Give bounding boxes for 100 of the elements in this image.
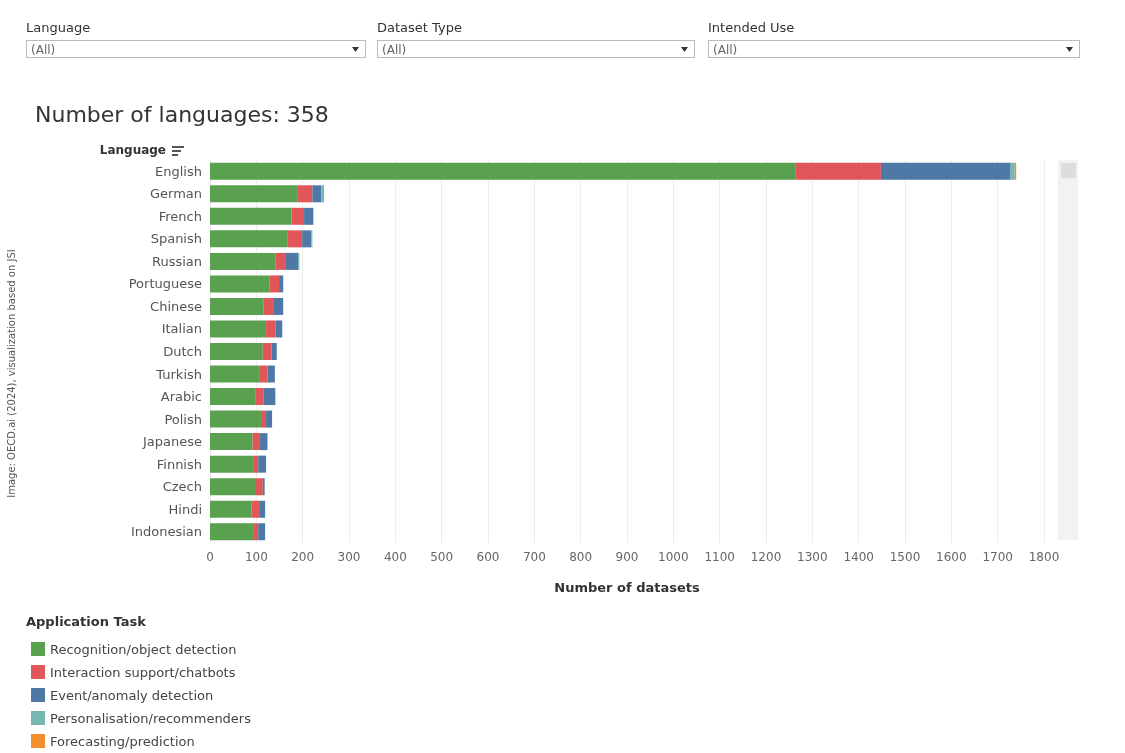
- bar: [210, 162, 796, 180]
- x-tick-label: 1600: [936, 550, 967, 564]
- legend-title: Application Task: [26, 614, 147, 629]
- bar: [266, 320, 276, 338]
- bar: [271, 343, 277, 360]
- bar: [312, 185, 322, 203]
- bar: [267, 365, 275, 383]
- bar: [254, 478, 263, 496]
- bar: [251, 500, 260, 518]
- bar: [210, 478, 255, 496]
- x-tick-label: 200: [291, 550, 315, 564]
- bar: [275, 320, 283, 338]
- x-tick-label: 1000: [658, 550, 689, 564]
- text: Image: OECD.ai (2024), visualization based on JSI: [5, 248, 17, 500]
- bar: [210, 297, 264, 315]
- bar: [880, 162, 1011, 180]
- text: Dataset Type: [377, 20, 462, 35]
- bar: [210, 500, 252, 518]
- y-tick-label: Finnish: [156, 456, 202, 472]
- bar: [279, 275, 284, 293]
- bar: [258, 455, 267, 473]
- y-tick-label: French: [158, 208, 202, 224]
- x-tick-label: 1500: [889, 550, 921, 564]
- bar: [210, 275, 270, 293]
- y-tick-label: Hindi: [168, 501, 202, 517]
- bar: [260, 410, 267, 428]
- y-tick-label: Portuguese: [128, 276, 202, 292]
- bar: [291, 207, 305, 225]
- bar: [210, 230, 288, 248]
- y-tick-label: Chinese: [150, 298, 202, 314]
- y-tick-label: Spanish: [150, 231, 202, 247]
- bar: [210, 388, 256, 406]
- bar: [266, 410, 273, 428]
- bar: [210, 320, 267, 338]
- legend-label: Personalisation/recommenders: [50, 710, 252, 726]
- bar: [210, 343, 263, 360]
- x-tick-label: 900: [615, 550, 639, 564]
- legend-label: Recognition/object detection: [50, 641, 237, 657]
- bar: [210, 185, 298, 203]
- bar: [259, 365, 268, 383]
- bar: [210, 455, 254, 473]
- bar: [297, 185, 313, 203]
- bar: [321, 185, 324, 203]
- y-tick-label: Czech: [162, 479, 202, 495]
- x-tick-label: 1400: [843, 550, 874, 564]
- chart-title: Number of languages: 358: [35, 101, 329, 127]
- y-tick-label: Japanese: [141, 434, 202, 450]
- legend-label: Interaction support/chatbots: [50, 664, 236, 680]
- y-tick-label: Russian: [151, 253, 202, 269]
- bar: [210, 207, 292, 225]
- legend-label: Event/anomaly detection: [50, 687, 214, 703]
- y-tick-label: Dutch: [163, 344, 202, 359]
- bar: [258, 523, 266, 541]
- x-tick-label: 700: [522, 550, 546, 564]
- bar: [253, 523, 259, 541]
- legend-label: Forecasting/prediction: [50, 733, 195, 749]
- bar: [269, 275, 280, 293]
- bar: [263, 388, 276, 406]
- y-tick-label: Italian: [161, 321, 202, 337]
- bar: [210, 523, 254, 541]
- bar: [253, 455, 259, 473]
- y-tick-label: German: [149, 186, 202, 202]
- bar: [210, 365, 260, 383]
- y-tick-label: Polish: [164, 411, 202, 427]
- dropdown-field: (All): [708, 40, 1080, 58]
- x-tick-label: 1100: [704, 550, 735, 564]
- y-tick-label: English: [155, 163, 202, 179]
- x-tick-label: 400: [383, 550, 407, 564]
- dropdown-field: (All): [377, 40, 695, 58]
- y-axis-title: Language: [99, 143, 166, 157]
- bar: [210, 252, 276, 270]
- bar: [302, 230, 312, 248]
- bar: [255, 388, 264, 406]
- x-tick-label: 1200: [750, 550, 782, 564]
- x-tick-label: 500: [430, 550, 454, 564]
- bar: [275, 252, 286, 270]
- bar: [263, 297, 274, 315]
- x-tick-label: 0: [206, 550, 214, 564]
- x-tick-label: 100: [244, 550, 268, 564]
- y-tick-label: Turkish: [155, 366, 202, 382]
- x-tick-label: 1300: [797, 550, 828, 564]
- x-tick-label: 800: [569, 550, 593, 564]
- y-tick-label: Indonesian: [130, 524, 202, 540]
- bar: [1010, 162, 1015, 180]
- bar: [210, 410, 261, 428]
- bar: [262, 343, 272, 360]
- bar: [210, 433, 253, 451]
- bar: [273, 297, 284, 315]
- y-tick-label: Arabic: [160, 389, 202, 405]
- x-tick-label: 1800: [1028, 550, 1060, 564]
- bar: [795, 162, 881, 180]
- bar: [285, 252, 299, 270]
- text: Language: [26, 20, 91, 35]
- dropdown-field: (All): [26, 40, 366, 58]
- text: Intended Use: [708, 20, 795, 35]
- x-tick-label: 1700: [982, 550, 1013, 564]
- x-tick-label: 600: [476, 550, 500, 564]
- x-axis-title: Number of datasets: [554, 580, 700, 595]
- x-tick-label: 300: [337, 550, 361, 564]
- bar: [287, 230, 303, 248]
